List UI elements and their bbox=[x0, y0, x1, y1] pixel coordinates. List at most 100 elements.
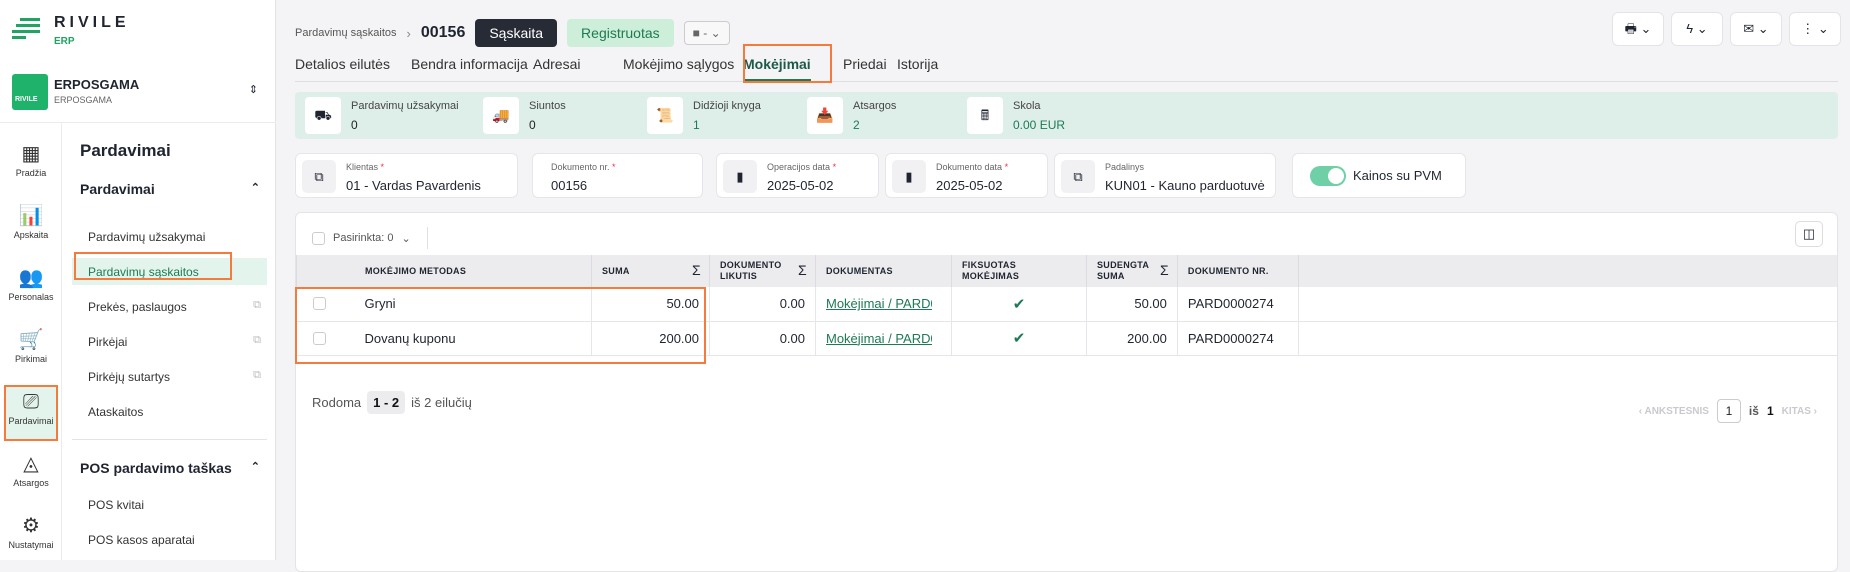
field[interactable]: ▮ Operacijos data * 2025-05-02 bbox=[716, 153, 879, 198]
external-link-icon[interactable]: ⧉ bbox=[302, 160, 336, 193]
required-mark: * bbox=[832, 162, 837, 172]
cart-icon: 🛒 bbox=[18, 329, 44, 351]
company-switcher[interactable]: RIVILE ERPOSGAMA ERPOSGAMA ⇕ bbox=[12, 74, 262, 110]
nav-title: Pardavimai bbox=[80, 141, 171, 160]
nav-item-label: Pardavimų sąskaitos bbox=[88, 265, 199, 279]
rail-label: Personalas bbox=[8, 292, 54, 302]
nav-section-pos[interactable]: POS pardavimo taškas ⌃ bbox=[80, 460, 260, 476]
print-button[interactable]: 🖶 ⌄ bbox=[1612, 12, 1664, 46]
more-button[interactable]: ⋮ ⌄ bbox=[1789, 12, 1841, 46]
tab[interactable]: Adresai bbox=[533, 56, 581, 72]
of-label: iš bbox=[1748, 404, 1759, 418]
nav-item-label: POS kvitai bbox=[88, 498, 145, 512]
summary-value: 0 bbox=[529, 118, 536, 132]
nav-item[interactable]: Pirkėjų sutartys ⧉ bbox=[72, 363, 267, 390]
module-rail: ▦ Pradžia 📊 Apskaita 👥 Personalas 🛒 Pirkimai ⎚ Pa… bbox=[0, 122, 62, 560]
people-icon: 👥 bbox=[18, 267, 44, 289]
email-button[interactable]: ✉ ⌄ bbox=[1730, 12, 1782, 46]
tab[interactable]: Mokėjimo sąlygos bbox=[623, 56, 735, 72]
check-icon: ✔ bbox=[951, 321, 1087, 356]
column-header[interactable]: SUDENGTA SUMA Σ bbox=[1086, 255, 1178, 287]
status-select[interactable]: ■ - ⌄ bbox=[683, 21, 730, 45]
sum-icon[interactable]: Σ bbox=[1159, 262, 1169, 278]
sum-icon[interactable]: Σ bbox=[798, 262, 807, 278]
column-header[interactable]: DOKUMENTO NR. bbox=[1177, 255, 1299, 287]
payment-method: Gryni bbox=[364, 296, 396, 312]
row-checkbox[interactable] bbox=[312, 297, 326, 310]
column-header[interactable]: MOKĖJIMO METODAS bbox=[296, 255, 592, 287]
field-value: KUN01 - Kauno parduotuvė bbox=[1105, 178, 1265, 193]
calendar-icon[interactable]: ▮ bbox=[892, 160, 926, 193]
chevron-up-icon: ⌃ bbox=[250, 461, 260, 473]
rail-label: Apskaita bbox=[13, 230, 49, 240]
nav-item[interactable]: Pirkėjai ⧉ bbox=[72, 328, 267, 355]
document-link[interactable]: Mokėjimai / PARD0000274 bbox=[826, 296, 932, 312]
settled-amount: 200.00 bbox=[1086, 321, 1178, 356]
rail-item-pirkimai[interactable]: 🛒 Pirkimai bbox=[4, 323, 58, 379]
nav-item[interactable]: POS kvitai bbox=[72, 491, 267, 518]
column-header[interactable]: DOKUMENTAS bbox=[815, 255, 952, 287]
rail-item-nustatymai[interactable]: ⚙ Nustatymai bbox=[4, 509, 58, 565]
summary-value: 1 bbox=[693, 118, 700, 132]
company-sub: ERPOSGAMA bbox=[54, 95, 113, 105]
prev-button[interactable]: ‹ ANKSTESNIS bbox=[1638, 405, 1709, 417]
page-input[interactable]: 1 bbox=[1716, 399, 1741, 423]
document-link[interactable]: Mokėjimai / PARD0000274 bbox=[826, 330, 932, 346]
select-all-checkbox[interactable] bbox=[312, 231, 325, 245]
row-checkbox[interactable] bbox=[312, 331, 326, 345]
module-nav: Pardavimai Pardavimai ⌃ Pardavimų užsakym… bbox=[62, 122, 276, 560]
chevron-down-icon: ⌄ bbox=[401, 232, 411, 245]
field[interactable]: ⧉ Klientas * 01 - Vardas Pavardenis bbox=[295, 153, 518, 198]
rail-item-apskaita[interactable]: 📊 Apskaita bbox=[4, 199, 58, 255]
field-value: 00156 bbox=[551, 178, 588, 193]
breadcrumb-link[interactable]: Pardavimų sąskaitos bbox=[295, 27, 397, 39]
section-label: POS pardavimo taškas bbox=[80, 460, 232, 476]
tab[interactable]: Bendra informacija bbox=[411, 56, 528, 72]
nav-item[interactable]: POS kasos aparatai bbox=[72, 526, 267, 553]
column-header[interactable]: DOKUMENTO LIKUTIS Σ bbox=[709, 255, 816, 287]
field-label: Padalinys bbox=[1105, 162, 1145, 172]
tab[interactable]: Istorija bbox=[897, 56, 939, 72]
brand-sub: ERP bbox=[54, 36, 75, 47]
total-pages: 1 bbox=[1766, 404, 1774, 418]
toggle-switch[interactable] bbox=[1310, 166, 1346, 186]
columns-icon[interactable]: ◫ bbox=[1795, 221, 1823, 247]
field-label: Operacijos data bbox=[767, 162, 831, 172]
rail-item-personalas[interactable]: 👥 Personalas bbox=[4, 261, 58, 317]
rail-item-pradžia[interactable]: ▦ Pradžia bbox=[4, 137, 58, 193]
field[interactable]: Dokumento nr. * 00156 bbox=[532, 153, 703, 198]
rail-item-atsargos[interactable]: ◬ Atsargos bbox=[4, 447, 58, 503]
dashboard-icon: ▦ bbox=[21, 143, 41, 165]
prices-with-vat-toggle[interactable]: Kainos su PVM bbox=[1292, 153, 1466, 198]
settled-amount: 50.00 bbox=[1086, 287, 1178, 322]
nav-item[interactable]: Pardavimų užsakymai bbox=[72, 223, 267, 250]
external-link-icon[interactable]: ⧉ bbox=[1061, 160, 1095, 193]
nav-item[interactable]: Prekės, paslaugos ⧉ bbox=[72, 293, 267, 320]
nav-item[interactable]: Pardavimų sąskaitos bbox=[72, 258, 267, 285]
external-link-icon: ⧉ bbox=[253, 299, 261, 311]
column-header[interactable]: FIKSUOTAS MOKĖJIMAS bbox=[951, 255, 1087, 287]
type-badge: Sąskaita bbox=[475, 19, 558, 47]
next-button[interactable]: KITAS › bbox=[1781, 405, 1817, 417]
total-rows: iš 2 eilučių bbox=[411, 395, 472, 410]
calendar-icon[interactable]: ▮ bbox=[723, 160, 757, 193]
actions-button[interactable]: ϟ ⌄ bbox=[1671, 12, 1723, 46]
sum-icon[interactable]: Σ bbox=[692, 262, 701, 278]
field-value: 2025-05-02 bbox=[936, 178, 1003, 193]
rail-item-pardavimai[interactable]: ⎚ Pardavimai bbox=[4, 385, 58, 441]
nav-section-pardavimai[interactable]: Pardavimai ⌃ bbox=[80, 181, 260, 197]
tab[interactable]: Priedai bbox=[843, 56, 887, 72]
selected-count[interactable]: Pasirinkta: 0 bbox=[333, 232, 394, 244]
tab[interactable]: Mokėjimai bbox=[743, 56, 811, 82]
field[interactable]: ⧉ Padalinys KUN01 - Kauno parduotuvė bbox=[1054, 153, 1276, 198]
field[interactable]: ▮ Dokumento data * 2025-05-02 bbox=[885, 153, 1048, 198]
payments-table-card: Pasirinkta: 0 ⌄ ◫ MOKĖJIMO METODAS SUMA Σ DO… bbox=[295, 212, 1838, 572]
column-header[interactable]: SUMA Σ bbox=[591, 255, 710, 287]
tab[interactable]: Detalios eilutės bbox=[295, 56, 390, 72]
column-label: SUDENGTA SUMA bbox=[1097, 260, 1149, 281]
column-label: DOKUMENTAS bbox=[826, 265, 893, 276]
summary-value: 0 bbox=[351, 118, 358, 132]
nav-item[interactable]: Ataskaitos bbox=[72, 398, 267, 425]
